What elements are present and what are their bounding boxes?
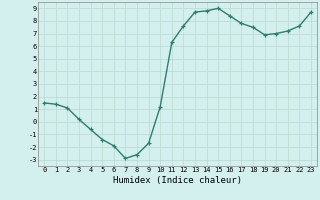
X-axis label: Humidex (Indice chaleur): Humidex (Indice chaleur) bbox=[113, 176, 242, 185]
